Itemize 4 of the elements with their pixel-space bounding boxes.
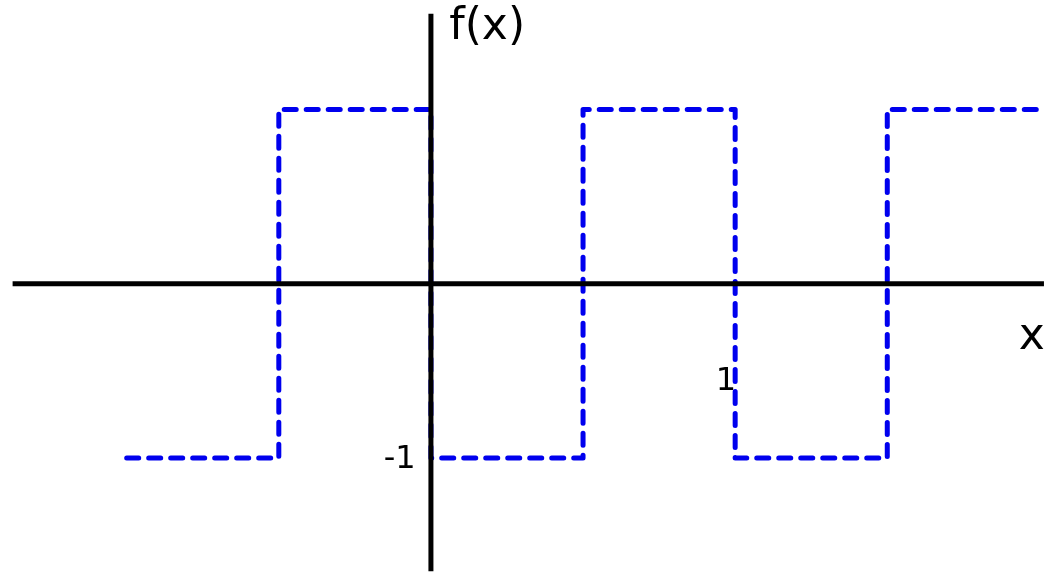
annotation: 1 xyxy=(715,359,737,398)
y-axis-title: f(x) xyxy=(449,0,526,49)
x-axis-title: x xyxy=(1018,308,1045,360)
annotation: -1 xyxy=(383,438,416,477)
